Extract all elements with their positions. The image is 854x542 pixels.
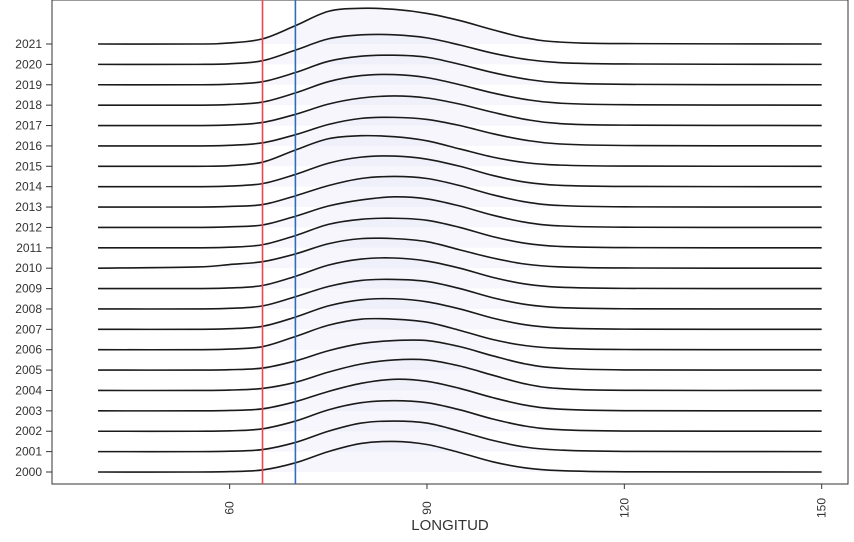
plot-frame <box>51 0 849 485</box>
ridge-area <box>98 318 822 350</box>
ridge-line <box>98 73 822 106</box>
y-tick-label: 2007 <box>15 322 42 336</box>
ridge-line <box>98 33 822 66</box>
ridge-line <box>98 175 822 208</box>
ridge-area <box>98 441 822 473</box>
y-tick-label: 2010 <box>15 261 42 275</box>
x-tick-label: 150 <box>815 498 829 518</box>
ridge-line <box>98 237 822 269</box>
y-tick-label: 2004 <box>15 383 42 397</box>
plot-layer <box>98 7 822 473</box>
ridge-line <box>98 217 822 249</box>
ridge-area <box>98 176 822 208</box>
x-axis-label: LONGITUD <box>411 517 489 534</box>
ridge-area <box>98 218 822 248</box>
y-tick-label: 2020 <box>15 57 42 71</box>
ridge-area <box>98 34 822 65</box>
ridge-line <box>98 317 822 351</box>
ridge-area <box>98 359 822 391</box>
ridge-area <box>98 196 822 228</box>
ridge-area <box>98 279 822 309</box>
ridge-line <box>98 7 822 45</box>
ridge-area <box>98 135 822 167</box>
y-tick-label: 2005 <box>15 363 42 377</box>
ridge-area <box>98 8 822 45</box>
y-tick-label: 2016 <box>15 139 42 153</box>
ridge-area <box>98 55 822 85</box>
ridge-line <box>98 155 822 188</box>
ridge-area <box>98 155 822 187</box>
ridge-line <box>98 278 822 310</box>
ridge-area <box>98 238 822 269</box>
y-tick-label: 2018 <box>15 98 42 112</box>
y-tick-label: 2000 <box>15 465 42 479</box>
ridge-line <box>98 134 822 168</box>
ridge-line <box>98 297 822 331</box>
ridge-area <box>98 379 822 411</box>
y-tick-label: 2017 <box>15 119 42 133</box>
y-tick-label: 2013 <box>15 200 42 214</box>
ridge-line <box>98 378 822 412</box>
x-tick-label: 60 <box>223 501 237 515</box>
ridge-line <box>98 420 822 453</box>
y-tick-label: 2006 <box>15 343 42 357</box>
ridge-line <box>98 95 822 127</box>
ridge-line <box>98 116 822 147</box>
y-tick-label: 2002 <box>15 424 42 438</box>
x-tick-label: 90 <box>420 501 434 515</box>
ridge-area <box>98 257 822 289</box>
ridge-line <box>98 54 822 86</box>
ridge-line <box>98 196 822 229</box>
ridge-line <box>98 339 822 371</box>
y-tick-label: 2008 <box>15 302 42 316</box>
y-tick-label: 2011 <box>16 241 42 255</box>
ridge-line <box>98 440 822 473</box>
ridge-line <box>98 257 822 290</box>
y-tick-label: 2019 <box>15 78 42 92</box>
ridge-area <box>98 95 822 126</box>
y-tick-label: 2003 <box>15 404 42 418</box>
ridge-area <box>98 74 822 106</box>
y-tick-label: 2014 <box>15 180 42 194</box>
ridge-area <box>98 339 822 371</box>
y-tick-label: 2012 <box>15 220 42 234</box>
y-tick-label: 2021 <box>15 37 42 51</box>
y-tick-label: 2001 <box>15 445 42 459</box>
ridge-area <box>98 421 822 452</box>
ridge-area <box>98 298 822 330</box>
ridge-area <box>98 400 822 432</box>
ridge-line <box>98 399 822 433</box>
ridge-area <box>98 117 822 146</box>
ridge-line <box>98 358 822 392</box>
y-tick-label: 2015 <box>15 159 42 173</box>
y-tick-label: 2009 <box>15 282 42 296</box>
x-tick-label: 120 <box>617 498 631 518</box>
